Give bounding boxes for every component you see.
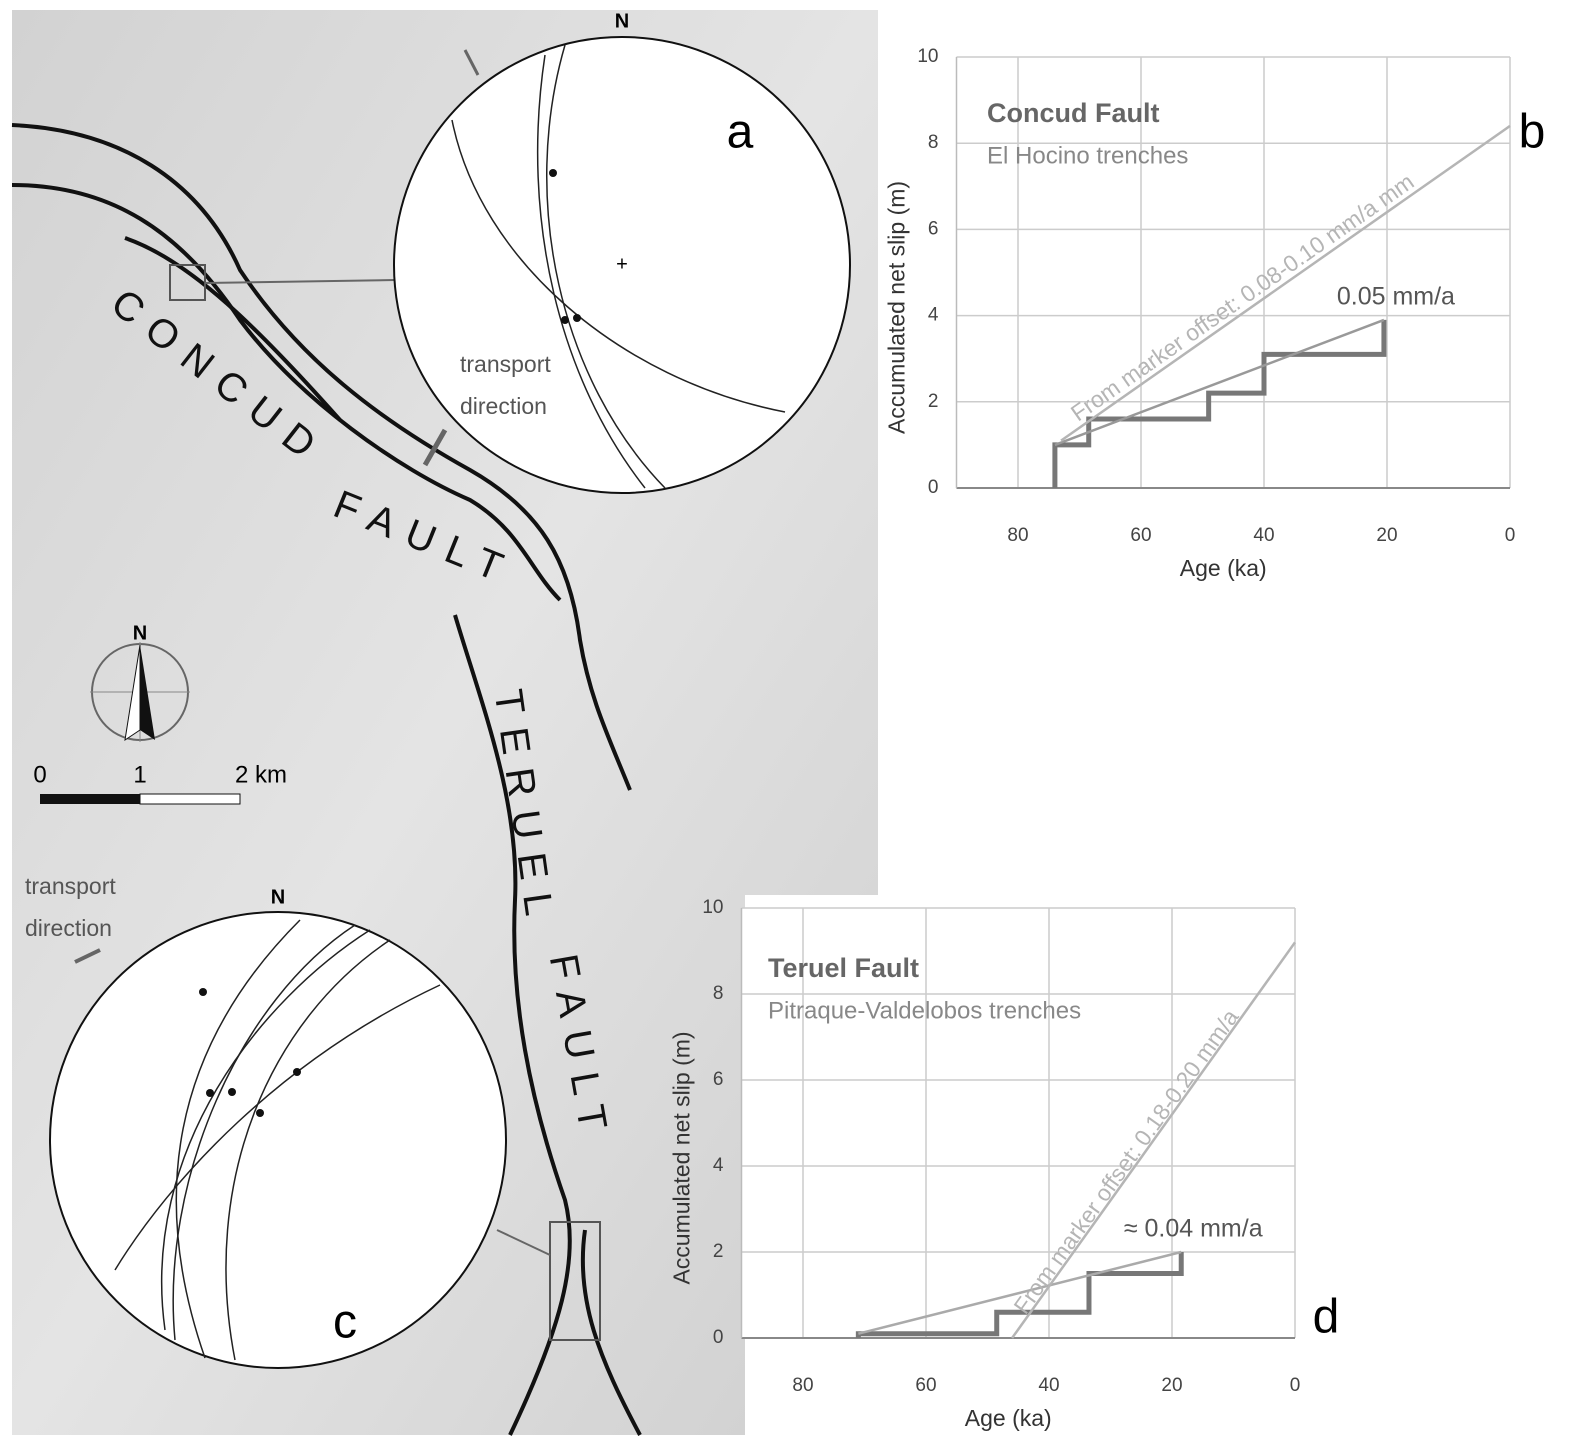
stereonet xyxy=(50,912,506,1368)
chart-subtitle: Pitraque-Valdelobos trenches xyxy=(768,997,1081,1024)
figure: + CONCUDFAULTTERUELFAULTN012 kmaNtranspo… xyxy=(0,0,1575,1444)
north-label: N xyxy=(271,886,285,908)
y-tick-label: 8 xyxy=(713,983,724,1004)
scale-label: 0 xyxy=(33,761,46,788)
y-tick-label: 2 xyxy=(713,1241,724,1262)
x-axis-label: Age (ka) xyxy=(965,1405,1052,1431)
x-tick-label: 0 xyxy=(1290,1375,1301,1396)
panel-label: c xyxy=(333,1296,357,1349)
transport-note: direction xyxy=(25,915,112,941)
x-tick-label: 20 xyxy=(1161,1375,1182,1396)
x-tick-label: 60 xyxy=(1130,525,1151,546)
y-tick-label: 2 xyxy=(928,391,939,412)
x-tick-label: 80 xyxy=(1007,525,1028,546)
y-tick-label: 0 xyxy=(928,477,939,498)
scale-label: 1 xyxy=(133,761,146,788)
x-tick-label: 80 xyxy=(792,1375,813,1396)
y-tick-label: 6 xyxy=(928,218,939,239)
center-mark: + xyxy=(616,253,628,275)
y-tick-label: 4 xyxy=(713,1155,724,1176)
chart-subtitle: El Hocino trenches xyxy=(987,142,1188,169)
compass-label: N xyxy=(133,622,147,644)
chart-title: Teruel Fault xyxy=(768,953,919,983)
x-tick-label: 0 xyxy=(1505,525,1516,546)
y-axis-label: Accumulated net slip (m) xyxy=(669,1031,695,1284)
y-tick-label: 6 xyxy=(713,1069,724,1090)
chart-title: Concud Fault xyxy=(987,98,1159,128)
y-tick-label: 4 xyxy=(928,305,939,326)
y-tick-label: 10 xyxy=(917,46,938,67)
transport-note: transport xyxy=(460,351,551,377)
transport-note: transport xyxy=(25,873,116,899)
panel-label: d xyxy=(1313,1291,1340,1344)
x-tick-label: 40 xyxy=(1253,525,1274,546)
panel-label: b xyxy=(1519,106,1546,159)
rate-label: ≈ 0.04 mm/a xyxy=(1124,1215,1263,1243)
scale-bar xyxy=(40,794,140,804)
transport-note: direction xyxy=(460,393,547,419)
y-tick-label: 0 xyxy=(713,1327,724,1348)
x-tick-label: 40 xyxy=(1038,1375,1059,1396)
x-tick-label: 60 xyxy=(915,1375,936,1396)
x-axis-label: Age (ka) xyxy=(1180,555,1267,581)
scale-bar xyxy=(140,794,240,804)
scale-label: 2 km xyxy=(235,761,287,788)
north-label: N xyxy=(615,10,629,32)
y-tick-label: 10 xyxy=(702,897,723,918)
y-tick-label: 8 xyxy=(928,132,939,153)
y-axis-label: Accumulated net slip (m) xyxy=(884,181,910,434)
rate-label: 0.05 mm/a xyxy=(1337,283,1455,311)
x-tick-label: 20 xyxy=(1376,525,1397,546)
panel-label: a xyxy=(727,106,754,159)
